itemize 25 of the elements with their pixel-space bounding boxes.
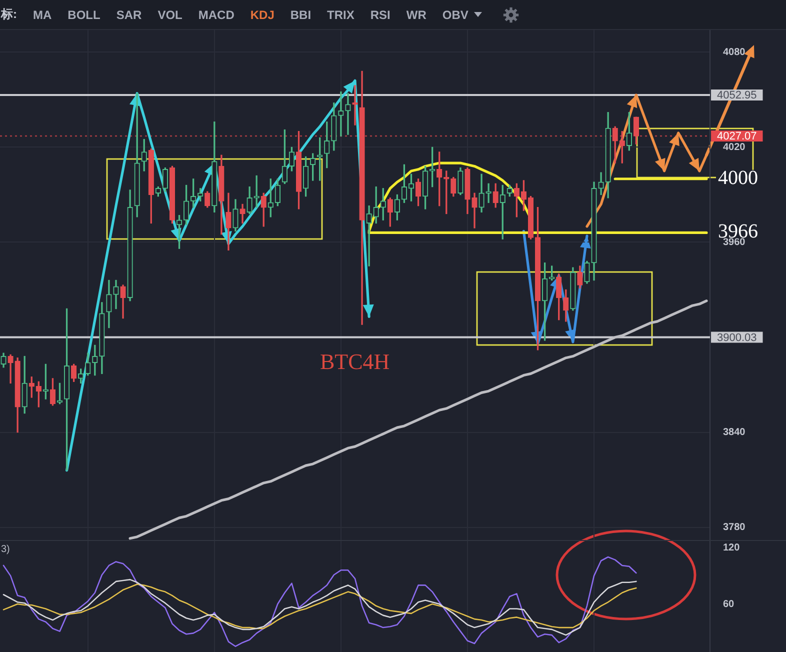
y-tick-label: 3960 [723, 236, 746, 248]
category-label: KDJ [250, 8, 274, 22]
category-label: WR [406, 8, 426, 22]
ref-line-label: 4052.95 [717, 90, 757, 102]
y-tick-label: 60 [723, 598, 735, 610]
annotation: BTC4H [320, 349, 390, 374]
category-label: TRIX [327, 8, 354, 22]
category-label: RSI [370, 8, 390, 22]
text: 标: [1, 6, 17, 23]
category-label: SAR [116, 8, 142, 22]
ref-line-label: 3900.03 [717, 332, 757, 344]
y-tick-label: 3780 [723, 522, 746, 534]
y-tick-label: 4020 [723, 142, 746, 153]
y-tick-label: 3840 [723, 427, 746, 438]
ref-line-label: 4027.07 [717, 130, 757, 143]
category-label: OBV [442, 8, 468, 22]
series-label: 4000 [718, 166, 758, 189]
category-label: BOLL [68, 8, 100, 22]
y-tick-label: 4080 [723, 46, 746, 58]
category-label: MA [33, 8, 52, 22]
category-label: VOL [158, 8, 182, 22]
y-tick-label: 120 [723, 542, 740, 554]
category-label: MACD [198, 8, 234, 22]
chart-title: 3) [1, 544, 10, 555]
category-label: BBI [290, 8, 312, 22]
